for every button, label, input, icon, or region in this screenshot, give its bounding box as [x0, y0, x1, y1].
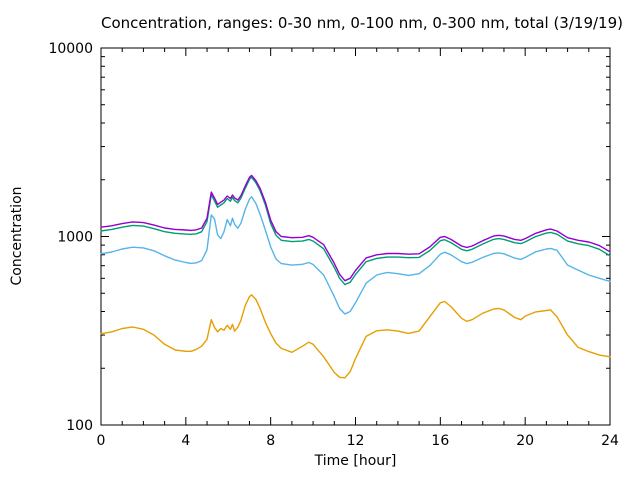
- x-tick-label: 16: [431, 433, 449, 449]
- y-tick-label: 100: [66, 418, 93, 434]
- chart-title: Concentration, ranges: 0-30 nm, 0-100 nm…: [101, 14, 623, 32]
- series-total-line: [100, 174, 611, 282]
- series-0-100-nm-line: [100, 196, 611, 315]
- x-tick-label: 4: [181, 433, 190, 449]
- plot-border: [100, 47, 611, 426]
- series-0-30-nm-line: [100, 294, 611, 379]
- x-axis-label: Time [hour]: [314, 453, 397, 469]
- x-tick-label: 24: [601, 433, 619, 449]
- x-tick-label: 8: [266, 433, 275, 449]
- x-tick-label: 12: [347, 433, 365, 449]
- series-0-300-nm-line: [100, 176, 611, 286]
- y-tick-label: 1000: [57, 230, 93, 246]
- x-tick-label: 20: [516, 433, 534, 449]
- y-tick-label: 10000: [48, 41, 93, 57]
- x-tick-label: 0: [97, 433, 106, 449]
